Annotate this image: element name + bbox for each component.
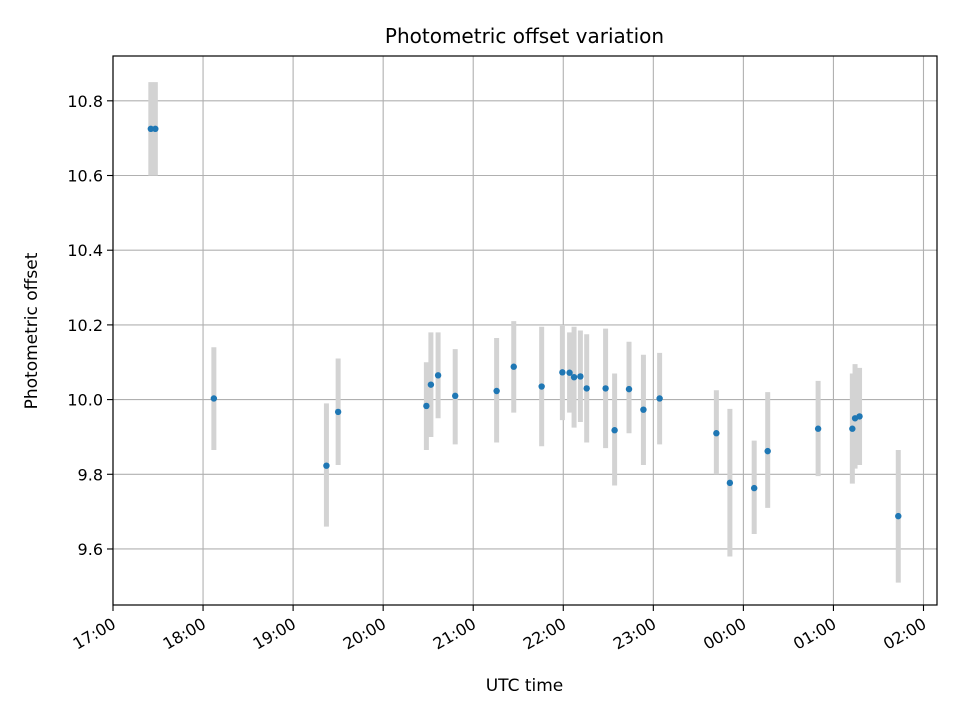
data-point (611, 427, 618, 434)
data-point (427, 381, 435, 388)
data-point (726, 479, 734, 487)
y-axis-label: Photometric offset (22, 252, 42, 409)
data-point (625, 385, 633, 393)
y-axis: 9.6 9.8 10.0 10.2 10.4 10.6 10.8 (67, 92, 113, 559)
data-point (152, 125, 159, 133)
y-tick-label: 10.2 (67, 316, 103, 335)
data-point (583, 385, 590, 392)
y-tick-label: 10.4 (67, 241, 103, 260)
data-point (147, 125, 155, 133)
data-point (856, 413, 863, 420)
data-point (577, 373, 584, 380)
data-point (713, 430, 720, 437)
data-point (323, 462, 330, 469)
data-point (640, 406, 647, 413)
y-tick-label: 10.0 (67, 391, 103, 410)
data-point (895, 512, 902, 520)
data-point (510, 363, 517, 370)
data-point (434, 372, 442, 379)
y-tick-label: 10.8 (67, 92, 103, 111)
plot-frame (112, 55, 938, 606)
data-point (566, 369, 573, 376)
y-tick-label: 9.6 (78, 540, 103, 559)
y-tick-label: 9.8 (78, 465, 103, 484)
data-point (452, 392, 459, 400)
chart-title: Photometric offset variation (385, 24, 664, 48)
data-point (656, 395, 663, 402)
data-point (814, 425, 822, 432)
x-axis-label: UTC time (486, 676, 564, 696)
data-point (849, 425, 856, 432)
data-point (750, 484, 758, 492)
data-points (147, 125, 902, 520)
data-point (210, 395, 218, 402)
data-point (334, 408, 342, 416)
data-point (538, 383, 545, 390)
data-point (423, 402, 430, 410)
data-point (570, 373, 578, 381)
y-tick-label: 10.6 (67, 167, 103, 186)
data-point (764, 447, 771, 455)
data-point (602, 385, 609, 392)
data-point (559, 369, 566, 376)
data-point (493, 387, 500, 395)
